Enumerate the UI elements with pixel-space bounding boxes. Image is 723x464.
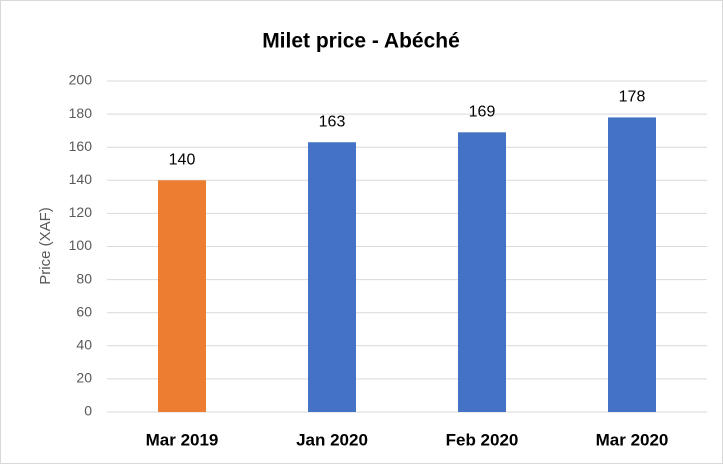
bar xyxy=(158,180,206,412)
y-tick-label: 160 xyxy=(69,138,93,154)
x-tick-label: Feb 2020 xyxy=(446,430,519,449)
y-tick-label: 40 xyxy=(76,337,92,353)
bar xyxy=(608,117,656,412)
y-tick-label: 180 xyxy=(69,105,93,121)
y-tick-label: 20 xyxy=(76,370,92,386)
y-tick-label: 80 xyxy=(76,270,92,286)
y-tick-label: 140 xyxy=(69,171,93,187)
x-tick-label: Jan 2020 xyxy=(296,430,368,449)
y-axis-label: Price (XAF) xyxy=(37,207,54,285)
bar xyxy=(458,132,506,412)
bar xyxy=(308,142,356,413)
data-label: 169 xyxy=(469,104,496,121)
data-label: 178 xyxy=(619,89,646,106)
y-tick-label: 120 xyxy=(69,204,93,220)
y-tick-label: 0 xyxy=(84,403,92,419)
chart-title: Milet price - Abéché xyxy=(262,30,460,53)
y-tick-label: 100 xyxy=(69,237,93,253)
data-label: 163 xyxy=(319,113,346,130)
y-tick-label: 60 xyxy=(76,303,92,319)
x-tick-label: Mar 2019 xyxy=(146,430,219,449)
data-label: 140 xyxy=(169,152,196,169)
x-tick-label: Mar 2020 xyxy=(596,430,669,449)
y-tick-label: 200 xyxy=(69,72,93,88)
